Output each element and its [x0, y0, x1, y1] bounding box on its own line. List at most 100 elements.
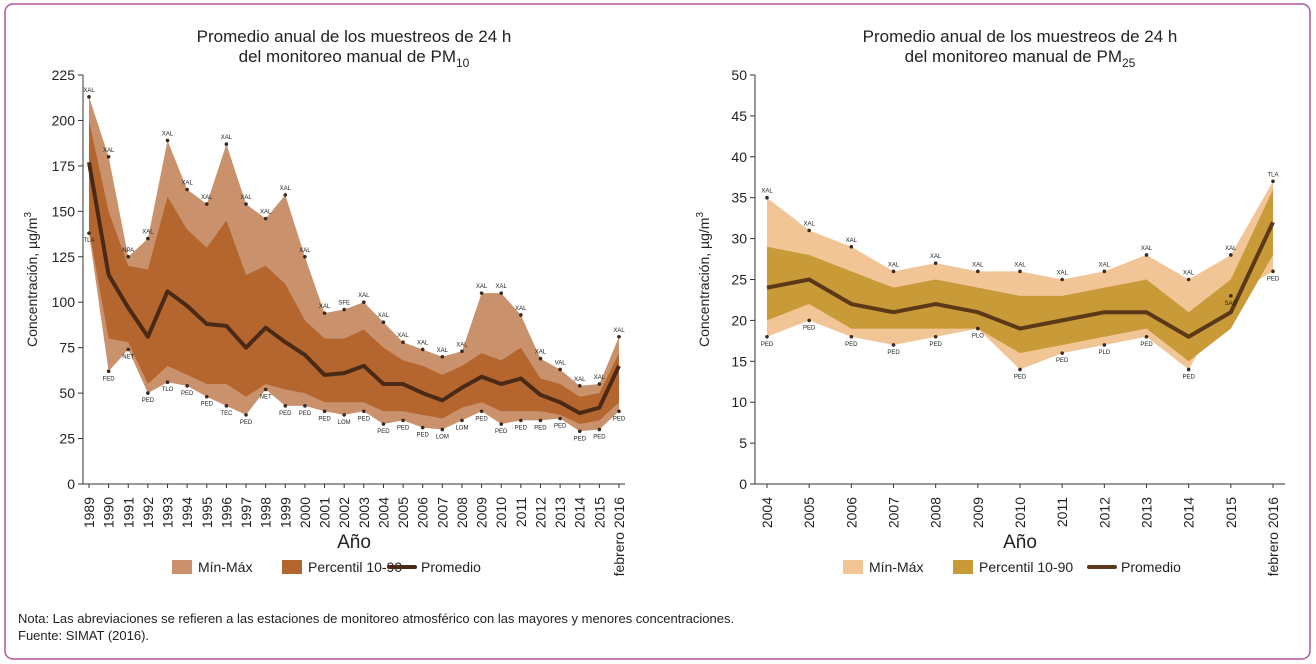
- max-station-label: XAL: [613, 328, 625, 334]
- max-station-label: XAL: [496, 284, 508, 290]
- max-station-label: XAL: [437, 348, 449, 354]
- max-point: [420, 347, 425, 352]
- y-tick-label: 75: [59, 340, 75, 356]
- min-point: [1144, 334, 1149, 339]
- x-tick-label: 2011: [1054, 497, 1070, 527]
- max-station-label: XAL: [260, 210, 272, 216]
- note: Nota: Las abreviaciones se refieren a la…: [18, 611, 734, 626]
- min-point: [891, 343, 896, 347]
- min-station-label: NET: [122, 354, 134, 360]
- x-tick-label: 1999: [277, 497, 293, 528]
- max-point: [106, 155, 111, 159]
- min-point: [420, 425, 425, 430]
- x-tick-label: 1995: [199, 497, 215, 528]
- max-point: [87, 95, 91, 99]
- max-point: [538, 356, 543, 361]
- max-point: [577, 384, 582, 388]
- max-point: [362, 300, 366, 305]
- x-tick-label: 2014: [572, 497, 588, 528]
- max-point: [1229, 253, 1233, 257]
- min-point: [106, 369, 111, 374]
- min-point: [538, 418, 543, 423]
- min-point: [185, 384, 189, 388]
- legend-label: Percentil 10-90: [979, 559, 1073, 575]
- chart-title: del monitoreo manual de PM10: [239, 47, 470, 70]
- y-tick-label: 125: [52, 249, 76, 265]
- min-point: [204, 394, 209, 399]
- y-axis-label-superscript: 3: [23, 212, 34, 218]
- max-station-label: XAL: [1183, 271, 1195, 277]
- y-tick-label: 5: [739, 435, 747, 451]
- min-station-label: PED: [593, 434, 606, 440]
- band-area: [767, 189, 1273, 362]
- x-tick-label: 2006: [843, 497, 859, 528]
- min-point: [558, 416, 562, 421]
- min-point: [165, 380, 170, 385]
- x-tick-label: 1997: [238, 497, 254, 528]
- min-point: [849, 334, 854, 339]
- legend-label: Mín-Máx: [869, 559, 923, 575]
- mean-line: [766, 221, 1275, 339]
- min-station-label: LOM: [338, 420, 351, 426]
- x-tick-label: 2010: [1012, 497, 1028, 528]
- min-station-label: PLD: [1098, 350, 1110, 356]
- max-station-label: XAL: [888, 262, 900, 268]
- y-axis-label: Concentración, µg/m3: [23, 212, 40, 347]
- max-station-label: XAL: [319, 304, 331, 310]
- min-point: [303, 404, 307, 408]
- x-tick-label: 2005: [801, 497, 817, 528]
- max-station-label: XAL: [1056, 271, 1068, 277]
- x-tick-label: 2004: [375, 497, 391, 528]
- x-tick-label: 2005: [395, 497, 411, 528]
- x-tick-label: 1998: [258, 497, 274, 528]
- source: Fuente: SIMAT (2016).: [18, 628, 149, 643]
- min-point: [976, 326, 980, 331]
- min-station-label: PED: [279, 411, 292, 417]
- max-point: [204, 202, 209, 206]
- max-point: [807, 228, 811, 233]
- x-tick-label: 2012: [1096, 497, 1112, 528]
- y-tick-label: 0: [739, 476, 747, 492]
- y-tick-label: 25: [731, 272, 747, 288]
- min-station-label: PED: [534, 425, 547, 431]
- legend-swatch: [172, 560, 192, 574]
- min-station-label: PED: [318, 416, 331, 422]
- min-point: [1271, 269, 1275, 274]
- max-station-label: XAL: [299, 248, 311, 254]
- min-station-label: PED: [1056, 358, 1069, 364]
- max-point: [381, 320, 386, 325]
- min-point: [146, 391, 150, 395]
- max-point: [263, 216, 268, 221]
- max-point: [499, 291, 504, 295]
- min-point: [440, 427, 445, 432]
- max-point: [401, 340, 405, 345]
- chart-title-text: del monitoreo manual de PM: [905, 47, 1122, 66]
- y-axis-label-superscript: 3: [695, 212, 706, 218]
- min-station-label: PED: [1014, 374, 1027, 380]
- x-tick-label: 2015: [1223, 497, 1239, 528]
- chart-title-subscript: 25: [1122, 56, 1136, 70]
- max-station-label: XAL: [1099, 262, 1111, 268]
- max-point: [1102, 269, 1107, 274]
- max-point: [558, 367, 562, 372]
- x-tick-label: 2006: [415, 497, 431, 528]
- max-station-label: XAL: [201, 195, 213, 201]
- max-point: [617, 334, 621, 339]
- max-point: [1060, 277, 1064, 282]
- max-station-label: SFE: [338, 300, 350, 306]
- y-tick-label: 45: [731, 108, 747, 124]
- y-tick-label: 0: [67, 476, 75, 492]
- min-point: [381, 422, 386, 426]
- max-point: [891, 269, 896, 274]
- x-axis-label: Año: [337, 532, 371, 553]
- legend-label: Mín-Máx: [198, 559, 252, 575]
- x-tick-label: 2013: [552, 497, 568, 528]
- min-point: [1102, 343, 1107, 347]
- chart-title-subscript: 10: [456, 56, 470, 70]
- min-station-label: PED: [761, 342, 774, 348]
- min-point: [460, 418, 464, 423]
- x-tick-label: 2007: [886, 497, 902, 528]
- min-station-label: PED: [201, 402, 214, 408]
- min-station-label: PED: [574, 436, 587, 442]
